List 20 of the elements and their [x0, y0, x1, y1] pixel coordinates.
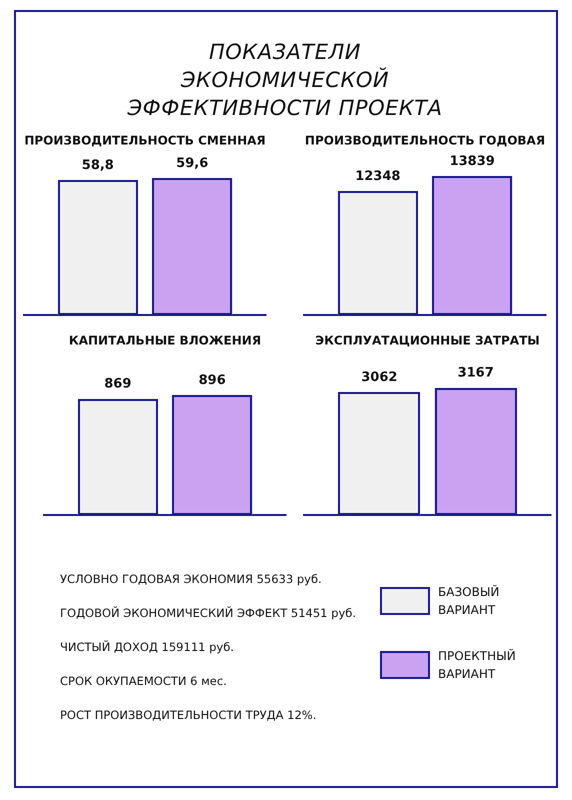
- data-label: 3062: [361, 370, 398, 385]
- chart-title: КАПИТАЛЬНЫЕ ВЛОЖЕНИЯ: [68, 333, 262, 348]
- chart-title: ПРОИЗВОДИТЕЛЬНОСТЬ СМЕННАЯ: [24, 133, 266, 148]
- text: ГОДОВОЙ ЭКОНОМИЧЕСКИЙ ЭФФЕКТ 51451 руб.: [60, 606, 358, 620]
- data-label: 13839: [450, 154, 495, 169]
- data-label: 58,8: [82, 158, 114, 173]
- data-label: 59,6: [176, 156, 208, 172]
- legend-label: ПРОЕКТНЫЙ ВАРИАНТ: [438, 648, 517, 683]
- text: СРОК ОКУПАЕМОСТИ 6 мес.: [60, 674, 228, 688]
- text: ЧИСТЫЙ ДОХОД 159111 руб.: [60, 640, 235, 654]
- data-label: 12348: [355, 168, 400, 184]
- text: УСЛОВНО ГОДОВАЯ ЭКОНОМИЯ 55633 руб.: [60, 572, 323, 586]
- text: РОСТ ПРОИЗВОДИТЕЛЬНОСТИ ТРУДА 12%.: [60, 708, 318, 722]
- text: ПОКАЗАТЕЛИ ЭКОНОМИЧЕСКОЙ ЭФФЕКТИВНОСТИ ПРОЕКТА: [126, 39, 444, 122]
- chart-title: ПРОИЗВОДИТЕЛЬНОСТЬ ГОДОВАЯ: [304, 133, 546, 148]
- data-label: 869: [104, 376, 132, 392]
- chart-title: ЭКСПЛУАТАЦИОННЫЕ ЗАТРАТЫ: [315, 333, 540, 348]
- data-label: 3167: [458, 366, 494, 381]
- legend-label: БАЗОВЫЙ ВАРИАНТ: [438, 584, 500, 619]
- data-label: 896: [198, 372, 226, 388]
